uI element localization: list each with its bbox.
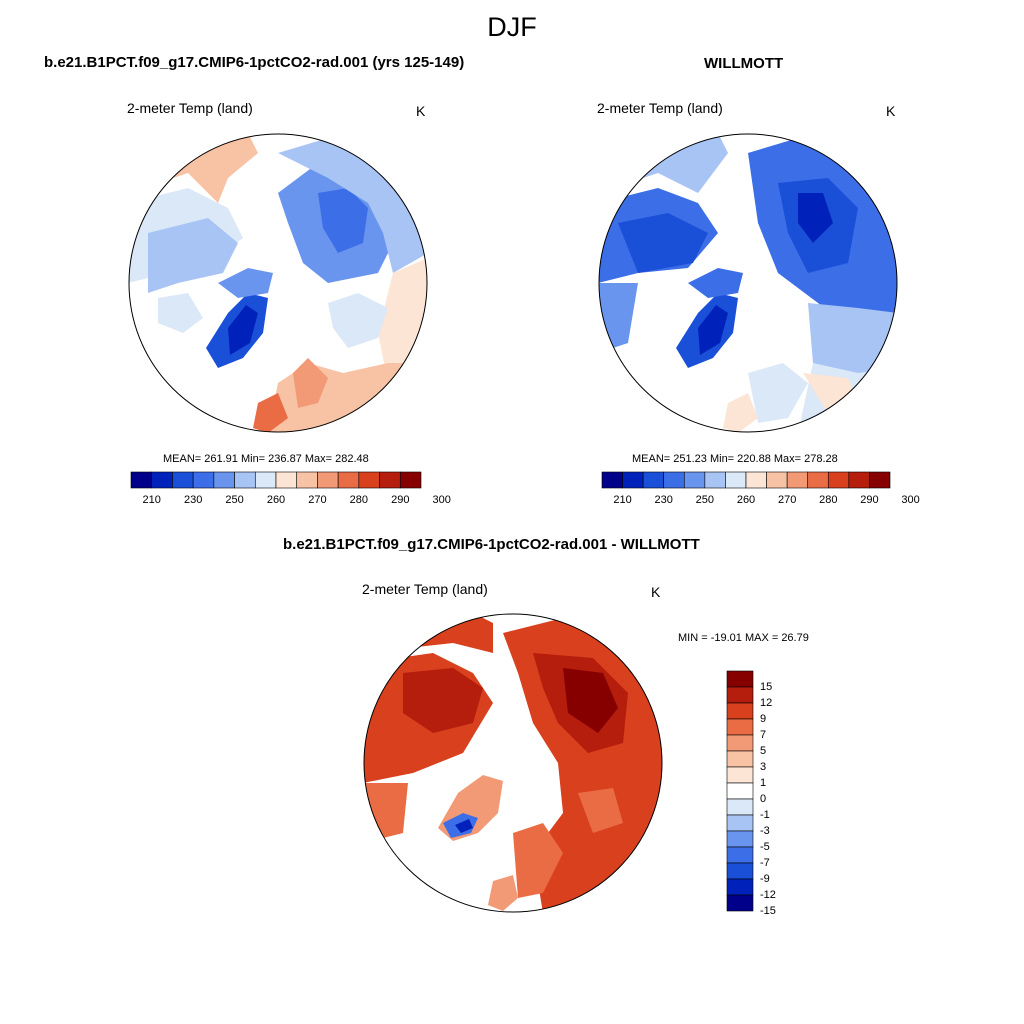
panel-c-colorbar-swatch (726, 830, 754, 848)
panel-c-colorbar-tick-label: 3 (760, 761, 767, 773)
panel-b-colorbar-swatch (745, 471, 767, 489)
panel-c-colorbar-swatch (726, 878, 754, 896)
panel-b-units-label: K (886, 103, 896, 119)
panel-a-colorbar-swatch (151, 471, 173, 489)
panel-c-colorbar-tick-label: -15 (760, 905, 776, 917)
panel-a-colorbar-swatch (379, 471, 401, 489)
panel-b-colorbar-tick-label: 230 (654, 494, 673, 506)
panel-a-colorbar-swatch (254, 471, 277, 489)
panel-a-colorbar-swatch (296, 471, 318, 489)
panel-a-colorbar-swatch (337, 471, 360, 489)
panel-a-colorbar-tick-label: 210 (142, 494, 161, 506)
panel-b-colorbar (601, 471, 891, 489)
panel-b-case-title: WILLMOTT (704, 55, 784, 72)
panel-c-stats: MIN = -19.01 MAX = 26.79 (678, 632, 809, 644)
panel-b-colorbar-swatch (663, 471, 685, 489)
panel-c-polar-map (363, 613, 663, 913)
panel-a-colorbar-tick-label: 280 (349, 494, 369, 506)
panel-a-colorbar-swatch (192, 471, 215, 489)
panel-b-colorbar-swatch (683, 471, 706, 489)
panel-b-colorbar-swatch (642, 471, 665, 489)
panel-b-variable-label: 2-meter Temp (land) (597, 100, 723, 116)
panel-c-colorbar-swatch (726, 670, 754, 688)
panel-c-case-title: b.e21.B1PCT.f09_g17.CMIP6-1pctCO2-rad.00… (283, 536, 700, 553)
panel-c-colorbar-swatch (726, 686, 754, 704)
panel-a-colorbar-ticks: 210 230 250 260 270 280 290 300 (131, 494, 451, 508)
panel-c-colorbar-tick-label: 5 (760, 745, 767, 757)
panel-c-colorbar-tick-label: 7 (760, 729, 767, 741)
panel-b-colorbar-tick-label: 260 (736, 494, 756, 506)
panel-c-colorbar-tick-label: 1 (760, 777, 767, 789)
panel-b-colorbar-tick-label: 280 (819, 494, 838, 506)
panel-a-colorbar-swatch (234, 471, 256, 489)
panel-b-colorbar-swatch (807, 471, 829, 489)
panel-a-colorbar-tick-label: 290 (391, 494, 410, 506)
panel-b-colorbar-tick-label: 210 (613, 494, 632, 506)
panel-c-colorbar-tick-label: -9 (760, 873, 770, 885)
panel-c-colorbar-swatch (726, 750, 754, 768)
panel-a-colorbar-swatch (213, 471, 235, 489)
panel-c-colorbar-ticks: 15 12 9 7 5 3 1 0 -1 -3 -5 -7 -9 -12 -15 (760, 671, 800, 917)
panel-b-stats: MEAN= 251.23 Min= 220.88 Max= 278.28 (632, 453, 838, 465)
panel-a-variable-label: 2-meter Temp (land) (127, 100, 253, 116)
panel-c-colorbar-tick-label: -3 (760, 825, 770, 837)
panel-a-colorbar (130, 471, 422, 489)
panel-b-colorbar-ticks: 210 230 250 260 270 280 290 300 (602, 494, 919, 508)
panel-c-colorbar-swatch (726, 814, 754, 832)
panel-a-case-title: b.e21.B1PCT.f09_g17.CMIP6-1pctCO2-rad.00… (44, 54, 465, 71)
panel-c-colorbar-tick-label: -5 (760, 841, 770, 853)
panel-b-colorbar-swatch (827, 471, 850, 489)
panel-c-colorbar-swatch (726, 862, 754, 880)
panel-b-colorbar-tick-label: 250 (695, 494, 715, 506)
panel-a-colorbar-tick-label: 300 (432, 494, 451, 506)
panel-b-colorbar-swatch (725, 471, 747, 489)
panel-c-colorbar-swatch (726, 734, 754, 752)
panel-c-colorbar (726, 670, 754, 912)
panel-a-colorbar-swatch (172, 471, 194, 489)
panel-a-colorbar-swatch (130, 471, 153, 489)
panel-c-colorbar-tick-label: 12 (760, 697, 773, 709)
panel-c-variable-label: 2-meter Temp (land) (362, 581, 488, 597)
panel-b-colorbar-tick-label: 270 (777, 494, 797, 506)
panel-b-colorbar-tick-label: 290 (860, 494, 879, 506)
panel-a-colorbar-swatch (399, 471, 422, 489)
panel-a-stats: MEAN= 261.91 Min= 236.87 Max= 282.48 (163, 453, 369, 465)
panel-b-colorbar-swatch (766, 471, 788, 489)
panel-c-colorbar-swatch (726, 894, 754, 912)
panel-b-colorbar-swatch (869, 471, 891, 489)
panel-c-units-label: K (651, 584, 661, 600)
panel-b-colorbar-swatch (848, 471, 870, 489)
panel-a-colorbar-swatch (317, 471, 339, 489)
panel-c-colorbar-swatch (726, 798, 754, 816)
panel-b-colorbar-swatch (622, 471, 644, 489)
panel-c-colorbar-swatch (726, 846, 754, 864)
panel-a-colorbar-swatch (275, 471, 298, 489)
panel-a-colorbar-swatch (358, 471, 380, 489)
panel-c-colorbar-tick-label: 9 (760, 713, 767, 725)
panel-a-polar-map (128, 133, 428, 433)
panel-c-colorbar-swatch (726, 766, 754, 784)
panel-b-colorbar-swatch (601, 471, 623, 489)
panel-b-colorbar-swatch (786, 471, 809, 489)
panel-b-colorbar-tick-label: 300 (901, 494, 920, 506)
panel-c-colorbar-tick-label: -1 (760, 809, 770, 821)
panel-c-colorbar-tick-label: 0 (760, 793, 767, 805)
panel-a-colorbar-tick-label: 270 (308, 494, 327, 506)
panel-b-polar-map (598, 133, 898, 433)
panel-c-colorbar-swatch (726, 718, 754, 736)
panel-a-colorbar-tick-label: 250 (225, 494, 244, 506)
panel-c-colorbar-swatch (726, 782, 754, 800)
panel-c-colorbar-tick-label: 15 (760, 681, 773, 693)
figure-title: DJF (487, 12, 537, 42)
panel-b-colorbar-swatch (704, 471, 726, 489)
panel-a-units-label: K (416, 103, 426, 119)
panel-a-colorbar-tick-label: 260 (266, 494, 286, 506)
panel-c-colorbar-tick-label: -12 (760, 889, 776, 901)
panel-c-colorbar-swatch (726, 702, 754, 720)
panel-c-colorbar-tick-label: -7 (760, 857, 770, 869)
panel-a-colorbar-tick-label: 230 (183, 494, 203, 506)
